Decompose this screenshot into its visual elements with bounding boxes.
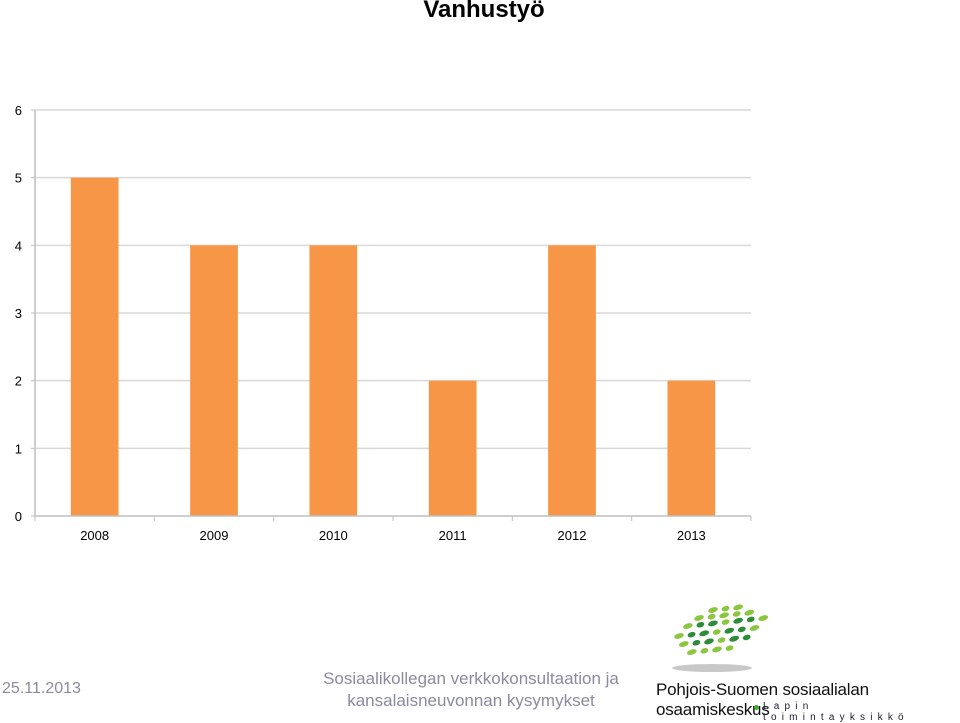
bar-2010 (309, 245, 358, 517)
logo-dot (687, 649, 697, 655)
logo-dot (732, 611, 741, 617)
logo-dot (683, 623, 693, 629)
logo-dot (758, 615, 769, 621)
bar-2013 (667, 380, 716, 516)
y-tick-label: 3 (15, 306, 22, 321)
bar-2009 (190, 245, 238, 517)
bar-2011 (428, 380, 477, 516)
y-tick-label: 5 (15, 171, 22, 186)
logo-dot (729, 635, 739, 642)
logo-dot-cluster (674, 604, 769, 655)
logo-dot (733, 617, 743, 624)
footer-caption-line2: kansalaisneuvonnan kysymykset (347, 691, 595, 710)
organization-unit: Lapin toimintayksikkö (763, 701, 909, 723)
logo-dot (719, 612, 729, 619)
logo-dot (696, 621, 705, 628)
logo-dot (721, 605, 730, 612)
logo-dot (717, 637, 726, 643)
x-tick-label: 2011 (439, 528, 467, 543)
logo-dot (725, 645, 734, 651)
logo-dot (746, 616, 755, 623)
x-tick-label: 2013 (677, 528, 706, 543)
y-tick-label: 2 (15, 374, 22, 389)
organization-logo (672, 604, 769, 672)
y-tick-label: 6 (15, 103, 22, 118)
bar-2012 (548, 245, 596, 517)
logo-dot (704, 638, 714, 645)
footer-date: 25.11.2013 (2, 680, 81, 697)
logo-dot (724, 627, 735, 634)
y-tick-label: 0 (15, 509, 22, 524)
x-tick-label: 2012 (558, 528, 587, 543)
organization-name: Pohjois-Suomen sosiaalialan osaamiskesku… (656, 680, 869, 719)
logo-dot (749, 625, 760, 631)
x-tick-label: 2009 (200, 528, 229, 543)
y-tick-label: 4 (15, 238, 22, 253)
logo-dot (708, 620, 718, 627)
logo-dot (694, 615, 704, 621)
logo-dot (707, 613, 716, 620)
logo-dot (674, 633, 684, 639)
logo-shadow (672, 664, 752, 672)
logo-dot (687, 631, 696, 638)
footer-caption: Sosiaalikollegan verkkokonsultaation ja … (318, 668, 624, 712)
bar-2008 (70, 177, 119, 516)
logo-dot (721, 619, 730, 625)
logo-dot (712, 629, 721, 635)
logo-dot (700, 647, 709, 654)
logo-dot (699, 630, 709, 637)
logo-dot (692, 639, 701, 646)
logo-dot (708, 607, 718, 613)
footer-caption-line1: Sosiaalikollegan verkkokonsultaation ja (323, 669, 619, 688)
logo-dot (737, 626, 746, 633)
x-tick-label: 2008 (80, 528, 109, 543)
y-tick-label: 1 (15, 441, 22, 456)
logo-dot (742, 634, 751, 641)
bullet-dot-icon (754, 705, 759, 710)
x-tick-label: 2010 (319, 528, 348, 543)
logo-dot (712, 646, 722, 653)
logo-dot (679, 641, 689, 647)
bar-chart: 0 1 2 3 4 5 6 2008 2009 2010 2011 2012 2013 (15, 103, 752, 543)
chart-title: Vanhustyö (423, 0, 545, 23)
logo-dot (733, 604, 743, 611)
logo-dot (744, 609, 755, 616)
